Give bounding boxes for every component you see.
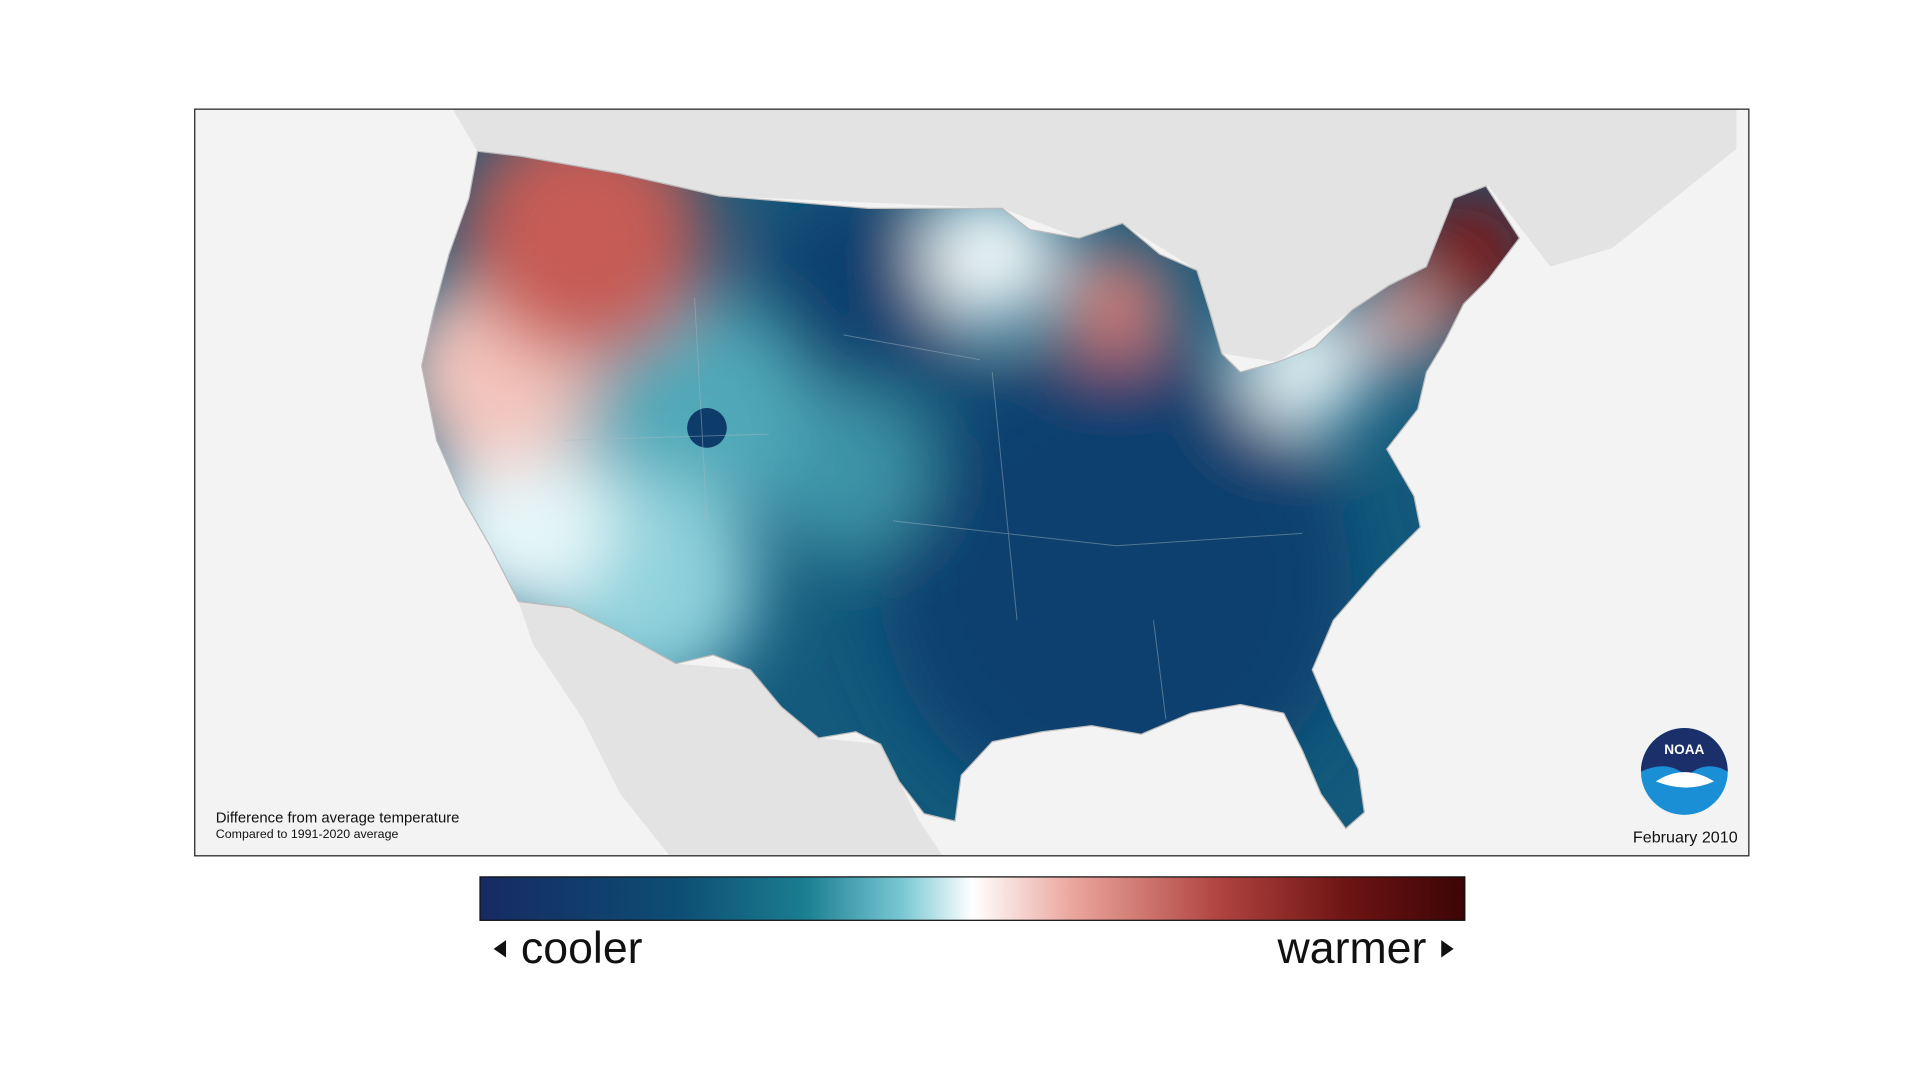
blob bbox=[1358, 279, 1445, 366]
warmer-arrow bbox=[1441, 940, 1454, 958]
logo-text: NOAA bbox=[1664, 742, 1704, 757]
anomaly-field bbox=[421, 151, 1520, 829]
warmer-label: warmer bbox=[1277, 924, 1427, 973]
blob bbox=[582, 297, 807, 521]
date-label: February 2010 bbox=[1633, 829, 1738, 847]
blob bbox=[1060, 248, 1173, 360]
map-frame bbox=[194, 108, 1750, 857]
cooler-arrow bbox=[493, 940, 507, 958]
baseline-note: Compared to 1991-2020 average bbox=[216, 827, 399, 841]
mexico-land bbox=[518, 601, 943, 856]
noaa-logo: NOAA bbox=[1640, 728, 1728, 815]
color-bar bbox=[479, 876, 1466, 921]
logo-bird bbox=[1655, 772, 1715, 788]
canada-land bbox=[446, 109, 1737, 363]
map-caption: Difference from average temperature bbox=[216, 811, 460, 827]
blob bbox=[880, 347, 1352, 819]
cooler-label: cooler bbox=[521, 924, 643, 973]
logo-top bbox=[1640, 728, 1728, 777]
state-borders bbox=[564, 297, 1303, 720]
blob bbox=[687, 408, 727, 448]
blob bbox=[756, 186, 980, 410]
map-area bbox=[194, 109, 1749, 856]
